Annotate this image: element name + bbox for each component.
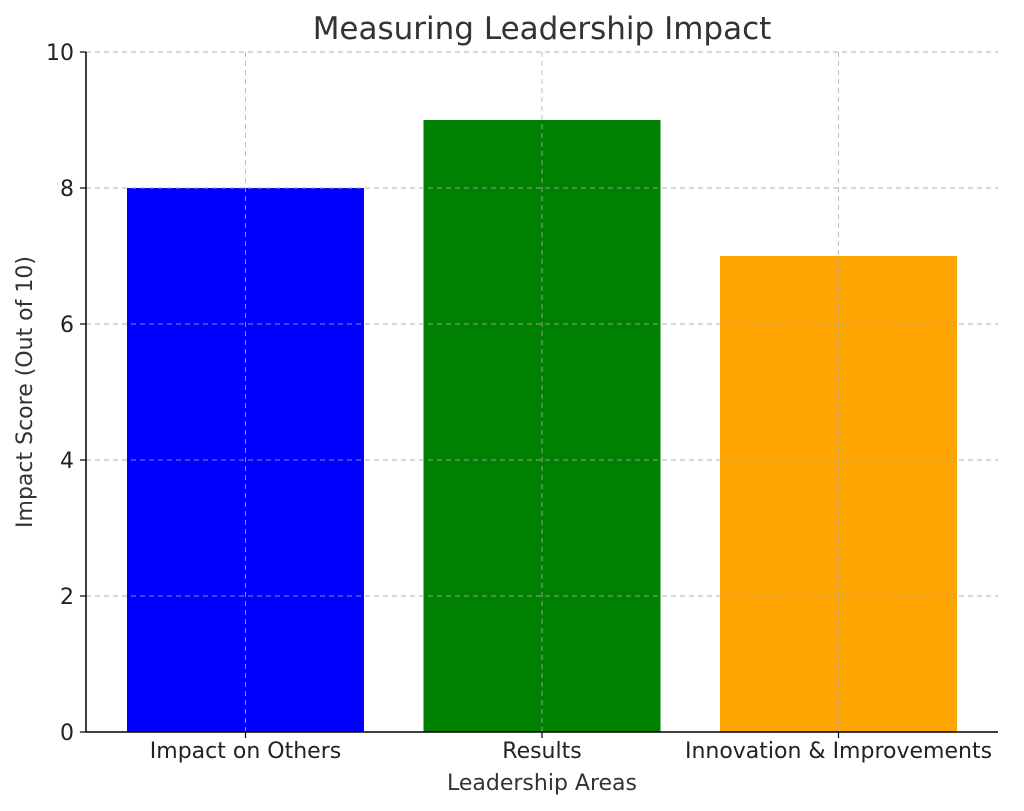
y-tick-label: 6 bbox=[60, 313, 74, 338]
y-tick-label: 0 bbox=[60, 721, 74, 746]
y-tick-label: 4 bbox=[60, 449, 74, 474]
x-ticks: Impact on Others Results Innovation & Impr… bbox=[150, 732, 992, 764]
x-tick-label: Impact on Others bbox=[150, 739, 341, 764]
chart-title: Measuring Leadership Impact bbox=[313, 11, 772, 47]
y-tick-label: 10 bbox=[46, 41, 74, 66]
y-axis-label: Impact Score (Out of 10) bbox=[13, 256, 38, 528]
x-axis-label: Leadership Areas bbox=[447, 771, 637, 796]
y-tick-label: 2 bbox=[60, 585, 74, 610]
x-tick-label: Results bbox=[502, 739, 581, 764]
y-ticks: 0 2 4 6 8 10 bbox=[46, 41, 86, 746]
x-tick-label: Innovation & Improvements bbox=[685, 739, 992, 764]
y-tick-label: 8 bbox=[60, 177, 74, 202]
